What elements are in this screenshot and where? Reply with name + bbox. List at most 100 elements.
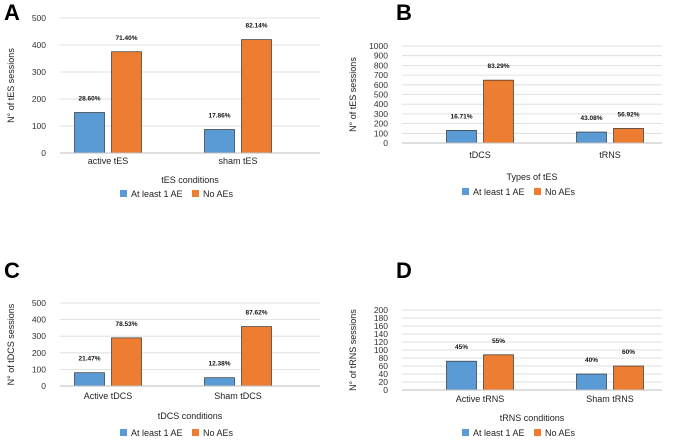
bar-at-least-1-ae bbox=[74, 372, 105, 387]
panel-label-a: A bbox=[4, 0, 20, 25]
y-tick-label: 300 bbox=[374, 109, 388, 119]
legend-swatch bbox=[462, 429, 469, 436]
y-tick-label: 500 bbox=[32, 298, 46, 308]
x-category-label: tDCS bbox=[469, 150, 491, 160]
data-label: 55% bbox=[492, 338, 505, 345]
data-label: 45% bbox=[455, 344, 468, 351]
data-label: 71.40% bbox=[115, 35, 137, 42]
chart-a: 0 100 200 300 400 500 N° of tES sessions 28.60%… bbox=[6, 13, 320, 199]
y-tick-label: 800 bbox=[374, 60, 388, 70]
y-tick-label: 140 bbox=[374, 329, 388, 339]
bar-no-aes bbox=[483, 79, 514, 144]
data-label: 82.14% bbox=[245, 23, 267, 30]
y-tick-label: 900 bbox=[374, 51, 388, 61]
x-category-label: active tES bbox=[88, 156, 129, 166]
legend-swatch bbox=[192, 429, 199, 436]
x-category-label: sham tES bbox=[218, 156, 257, 166]
x-category-label: Active tDCS bbox=[84, 391, 133, 401]
data-label: 60% bbox=[622, 349, 635, 356]
y-tick-label: 400 bbox=[32, 315, 46, 325]
y-tick-label: 100 bbox=[374, 128, 388, 138]
data-label: 21.47% bbox=[78, 356, 100, 363]
y-tick-label: 300 bbox=[32, 331, 46, 341]
y-tick-label: 400 bbox=[32, 40, 46, 50]
y-axis-title: N° of tES sessions bbox=[6, 48, 16, 123]
x-category-label: Sham tRNS bbox=[586, 394, 634, 404]
bar-no-aes bbox=[111, 51, 142, 154]
legend-label: No AEs bbox=[203, 428, 234, 438]
y-tick-label: 200 bbox=[32, 94, 46, 104]
y-tick-label: 60 bbox=[379, 361, 389, 371]
y-tick-label: 0 bbox=[41, 381, 46, 391]
bar-at-least-1-ae bbox=[74, 112, 105, 154]
panel-label-c: C bbox=[4, 258, 20, 283]
legend-label: No AEs bbox=[545, 187, 576, 197]
data-label: 78.53% bbox=[115, 321, 137, 328]
y-tick-label: 400 bbox=[374, 99, 388, 109]
data-label: 17.86% bbox=[208, 113, 230, 120]
legend-swatch bbox=[192, 190, 199, 197]
y-tick-label: 0 bbox=[383, 138, 388, 148]
bar-no-aes bbox=[241, 326, 272, 387]
y-tick-label: 160 bbox=[374, 321, 388, 331]
y-tick-label: 0 bbox=[383, 385, 388, 395]
legend-label: No AEs bbox=[545, 428, 576, 438]
x-axis-title: Types of tES bbox=[506, 172, 557, 182]
bar-at-least-1-ae bbox=[446, 130, 477, 144]
bar-no-aes bbox=[613, 128, 644, 144]
y-tick-label: 500 bbox=[32, 13, 46, 23]
data-label: 43.08% bbox=[580, 115, 602, 122]
legend-swatch bbox=[120, 190, 127, 197]
y-tick-label: 500 bbox=[374, 90, 388, 100]
bar-at-least-1-ae bbox=[204, 129, 235, 154]
chart-panel-c: C 0 100 200 300 400 500 N° of tDCS sessions 21.… bbox=[0, 220, 342, 440]
y-tick-label: 120 bbox=[374, 337, 388, 347]
bar-at-least-1-ae bbox=[576, 131, 607, 144]
y-tick-label: 180 bbox=[374, 313, 388, 323]
x-axis-title: tDCS conditions bbox=[158, 411, 223, 421]
legend-label: At least 1 AE bbox=[473, 428, 525, 438]
legend-swatch bbox=[462, 188, 469, 195]
data-label: 87.62% bbox=[245, 310, 267, 317]
y-tick-label: 100 bbox=[32, 364, 46, 374]
x-axis-title: tRNS conditions bbox=[500, 413, 565, 423]
chart-panel-b: B 0 100 200 300 400 500 600 700 800 900 1000 N° of … bbox=[342, 0, 684, 220]
x-category-label: Active tRNS bbox=[456, 394, 505, 404]
y-axis-title: N° of tES sessions bbox=[348, 57, 358, 132]
y-tick-label: 40 bbox=[379, 369, 389, 379]
x-axis-title: tES conditions bbox=[161, 175, 219, 185]
y-tick-label: 200 bbox=[32, 348, 46, 358]
data-label: 28.60% bbox=[78, 96, 100, 103]
bar-at-least-1-ae bbox=[204, 377, 235, 387]
data-label: 16.71% bbox=[450, 113, 472, 120]
legend-swatch bbox=[120, 429, 127, 436]
y-tick-label: 0 bbox=[41, 148, 46, 158]
bar-at-least-1-ae bbox=[576, 373, 607, 391]
bar-no-aes bbox=[483, 354, 514, 391]
legend-swatch bbox=[534, 188, 541, 195]
bar-no-aes bbox=[111, 337, 142, 387]
data-label: 83.29% bbox=[487, 63, 509, 70]
y-axis-title: N° of tDCS sessions bbox=[6, 303, 16, 385]
y-tick-label: 1000 bbox=[369, 41, 388, 51]
y-tick-label: 20 bbox=[379, 377, 389, 387]
legend-label: At least 1 AE bbox=[473, 187, 525, 197]
chart-c: 0 100 200 300 400 500 N° of tDCS sessions 21.47… bbox=[6, 298, 320, 438]
chart-panel-d: D 0 20 40 60 80 100 120 140 160 180 200 N° of tRNS … bbox=[342, 220, 684, 440]
panel-label-b: B bbox=[396, 0, 412, 25]
y-tick-label: 700 bbox=[374, 70, 388, 80]
data-label: 56.92% bbox=[617, 111, 639, 118]
data-label: 12.38% bbox=[208, 361, 230, 368]
chart-panel-a: A 0 100 200 300 400 500 N° of tES sessions 28.6… bbox=[0, 0, 342, 220]
y-tick-label: 200 bbox=[374, 119, 388, 129]
y-tick-label: 600 bbox=[374, 80, 388, 90]
legend-label: At least 1 AE bbox=[131, 428, 183, 438]
legend-label: At least 1 AE bbox=[131, 189, 183, 199]
y-tick-label: 100 bbox=[374, 345, 388, 355]
bar-at-least-1-ae bbox=[446, 360, 477, 391]
bar-no-aes bbox=[613, 365, 644, 391]
panel-label-d: D bbox=[396, 258, 412, 283]
legend-label: No AEs bbox=[203, 189, 234, 199]
